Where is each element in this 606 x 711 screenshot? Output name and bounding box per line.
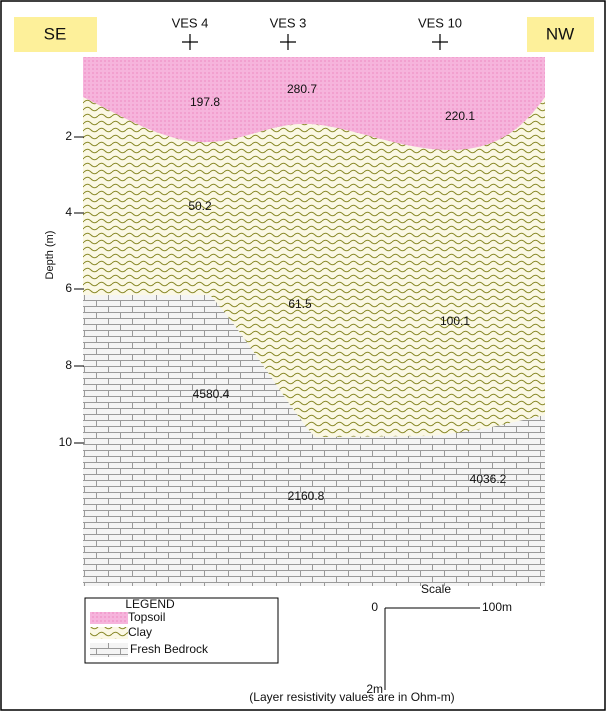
legend-swatch [90,627,128,639]
resistivity: 4036.2 [470,472,507,486]
sounding-label: VES 3 [270,15,307,30]
sounding-label: VES 4 [172,15,209,30]
y-tick-label: 6 [65,281,72,295]
legend-item: Topsoil [128,610,165,624]
y-tick-label: 2 [65,129,72,143]
scale-horizontal: 100m [482,600,512,614]
resistivity: 50.2 [188,199,212,213]
section [83,57,545,586]
legend-item: Fresh Bedrock [130,642,209,656]
resistivity: 220.1 [445,109,475,123]
note: (Layer resistivity values are in Ohm-m) [249,690,454,704]
y-tick-label: 10 [59,435,73,449]
y-axis-label: Depth (m) [44,231,56,280]
resistivity: 2160.8 [288,489,325,503]
resistivity: 61.5 [288,297,312,311]
resistivity: 197.8 [190,95,220,109]
legend-swatch [90,612,128,624]
header-right: NW [546,24,574,43]
resistivity: 100.1 [440,314,470,328]
resistivity: 280.7 [287,82,317,96]
y-tick-label: 4 [65,205,72,219]
header-left: SE [44,24,67,43]
legend: LEGEND Topsoil Clay Fresh Bedrock [85,597,278,663]
scale-zero: 0 [371,600,378,614]
legend-swatch [90,643,128,657]
scale-title: Scale [421,582,451,596]
y-tick-label: 8 [65,358,72,372]
legend-title: LEGEND [125,597,175,611]
diagram: SE NW VES 4 VES 3 VES 10 2 4 6 8 10 Dept… [0,0,606,711]
sounding-label: VES 10 [418,15,462,30]
resistivity: 4580.4 [193,387,230,401]
legend-item: Clay [128,625,152,639]
